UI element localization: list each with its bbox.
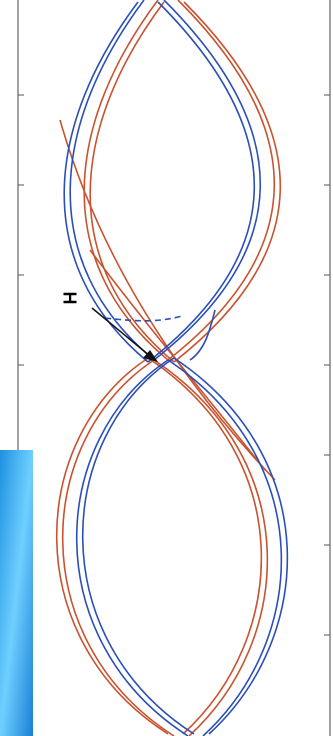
- inset-image: [0, 450, 33, 736]
- annotation: H: [59, 292, 79, 305]
- red-curves: [57, 0, 281, 736]
- plot-frame: [18, 0, 330, 736]
- figure: H: [0, 0, 333, 736]
- page: H (() => { const data = JSON.parse(docum…: [0, 0, 333, 736]
